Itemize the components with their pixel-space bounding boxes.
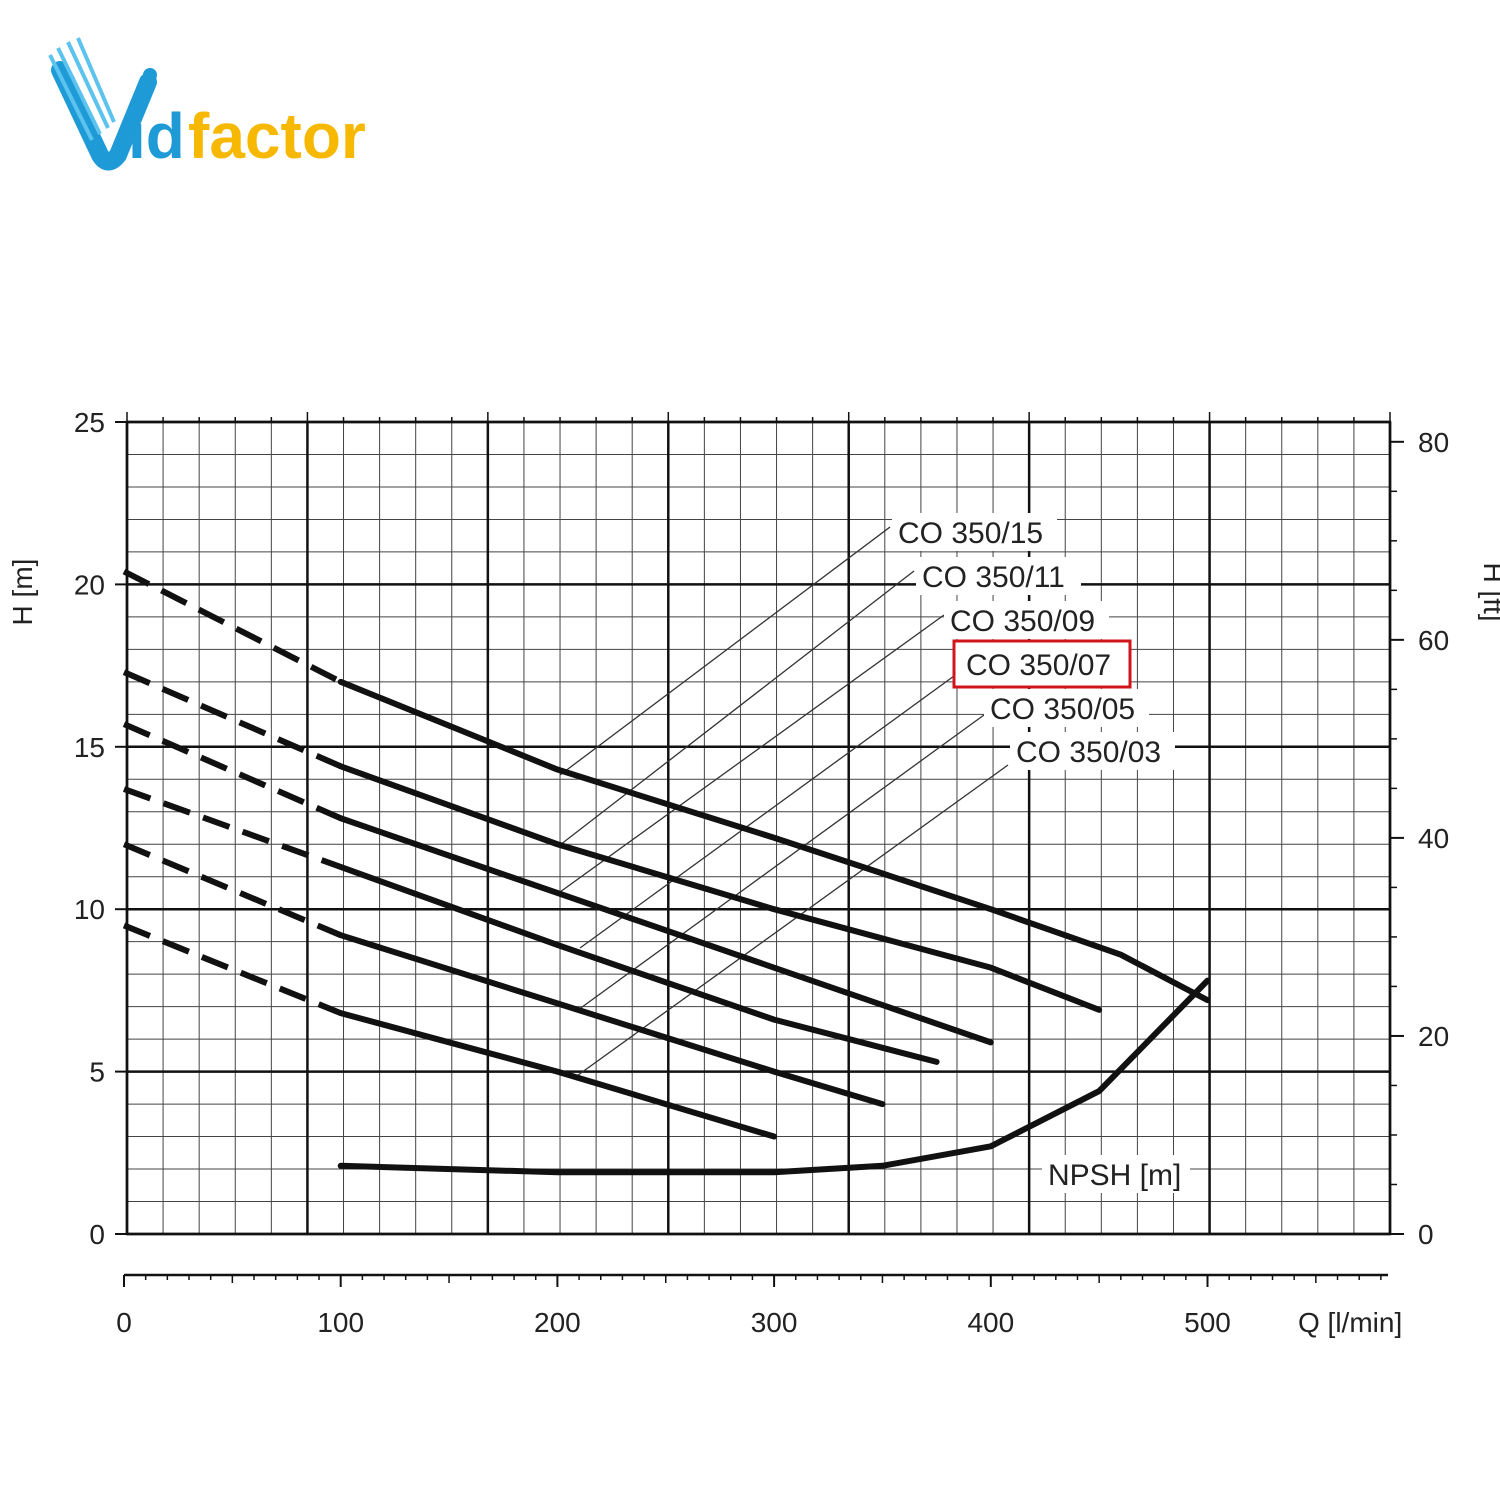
y-tick-label: 15 <box>74 732 105 763</box>
leader-line <box>559 526 891 776</box>
leader-line <box>577 714 985 1011</box>
series-label: NPSH [m] <box>1048 1159 1181 1192</box>
logo-text-factor: factor <box>188 100 366 172</box>
y-tick-label: 0 <box>89 1219 105 1250</box>
y-tick-label: 10 <box>74 894 105 925</box>
x-axis-title: Q [l/min] <box>1298 1307 1402 1338</box>
series-label: CO 350/05 <box>990 693 1135 726</box>
y2-tick-label: 80 <box>1418 427 1449 458</box>
logo-text-id: id <box>128 100 185 172</box>
y-tick-label: 5 <box>89 1057 105 1088</box>
series-label: CO 350/11 <box>922 561 1065 594</box>
axes <box>115 412 1404 1287</box>
label-background <box>892 513 1057 551</box>
series-line <box>337 1010 778 1140</box>
series-label: CO 350/03 <box>1016 736 1161 769</box>
highlight-box <box>952 639 1132 689</box>
series-line <box>337 763 1103 1013</box>
series-line <box>337 815 994 1046</box>
series-label: CO 350/15 <box>898 517 1043 550</box>
y2-tick-label: 40 <box>1418 823 1449 854</box>
series-label: CO 350/09 <box>950 605 1095 638</box>
leader-line <box>579 675 955 949</box>
series-lines <box>122 568 1211 1176</box>
series-line <box>337 977 1211 1176</box>
y2-tick-label: 20 <box>1418 1021 1449 1052</box>
series-line <box>337 932 886 1108</box>
tick-labels: 0 5 10 15 20 25 0 20 40 60 80 0 100 200 300 400 500 <box>74 407 1449 1338</box>
y-axis-title-right: H [ft] <box>1478 562 1500 621</box>
series-dashed-line <box>122 841 342 938</box>
y-tick-label: 20 <box>74 569 105 600</box>
leader-lines <box>559 526 1009 1079</box>
label-background <box>1042 1155 1190 1193</box>
y-tick-label: 25 <box>74 407 105 438</box>
leader-line <box>559 614 945 893</box>
x-tick-label: 100 <box>317 1307 364 1338</box>
series-labels: CO 350/15 CO 350/11 CO 350/09 CO 350/07 CO 3… <box>892 513 1190 1193</box>
y-axis-title-left: H [m] <box>7 559 38 626</box>
series-dashed-line <box>122 922 342 1016</box>
label-background <box>944 601 1109 639</box>
leader-line <box>573 764 1009 1079</box>
label-background <box>916 557 1081 595</box>
grid-major <box>125 420 1392 1236</box>
vidfactor-logo: id factor <box>48 37 366 172</box>
plot-frame <box>125 420 1392 1236</box>
x-tick-label: 0 <box>116 1307 132 1338</box>
series-line <box>337 678 1211 1004</box>
logo-feather-icon <box>48 37 157 171</box>
leader-line <box>559 570 915 846</box>
x-tick-label: 500 <box>1184 1307 1231 1338</box>
series-label: CO 350/07 <box>966 649 1111 682</box>
x-tick-label: 300 <box>751 1307 798 1338</box>
grid-minor <box>126 421 1391 1235</box>
y2-tick-label: 60 <box>1418 625 1449 656</box>
x-tick-label: 400 <box>967 1307 1014 1338</box>
series-dashed-line <box>122 786 342 870</box>
y2-tick-label: 0 <box>1418 1219 1434 1250</box>
series-line <box>337 863 940 1065</box>
label-background <box>1010 732 1175 770</box>
label-background <box>984 689 1149 727</box>
x-tick-label: 200 <box>534 1307 581 1338</box>
